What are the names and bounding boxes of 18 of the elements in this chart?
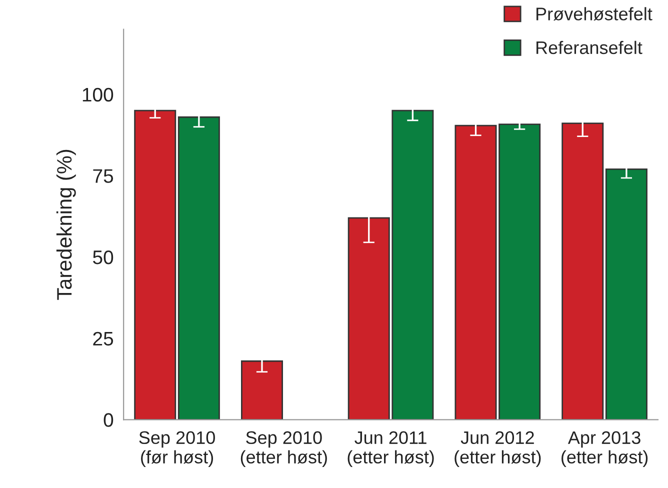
x-tick-label: Sep 2010 (etter høst) <box>240 431 327 468</box>
y-tick-label: 50 <box>93 250 114 264</box>
y-tick-label: 25 <box>93 332 114 346</box>
y-tick-label: 100 <box>82 88 114 102</box>
y-tick-label: 0 <box>104 413 114 427</box>
x-tick-label: Jun 2011 (etter høst) <box>348 431 434 468</box>
bar <box>178 116 220 420</box>
bar <box>240 360 283 420</box>
x-tick-label: Sep 2010 (før høst) <box>139 431 215 468</box>
bar <box>605 168 648 420</box>
legend-label: Prøvehøstefelt <box>536 7 652 21</box>
y-tick-label: 75 <box>93 169 114 183</box>
bar <box>134 110 176 420</box>
bar <box>562 122 604 420</box>
x-tick-label: Apr 2013 (etter høst) <box>562 431 648 468</box>
legend-label: Referansefelt <box>536 40 642 54</box>
y-axis-title: Taredekning (%) <box>56 150 76 300</box>
x-tick-label: Jun 2012 (etter høst) <box>454 431 541 468</box>
